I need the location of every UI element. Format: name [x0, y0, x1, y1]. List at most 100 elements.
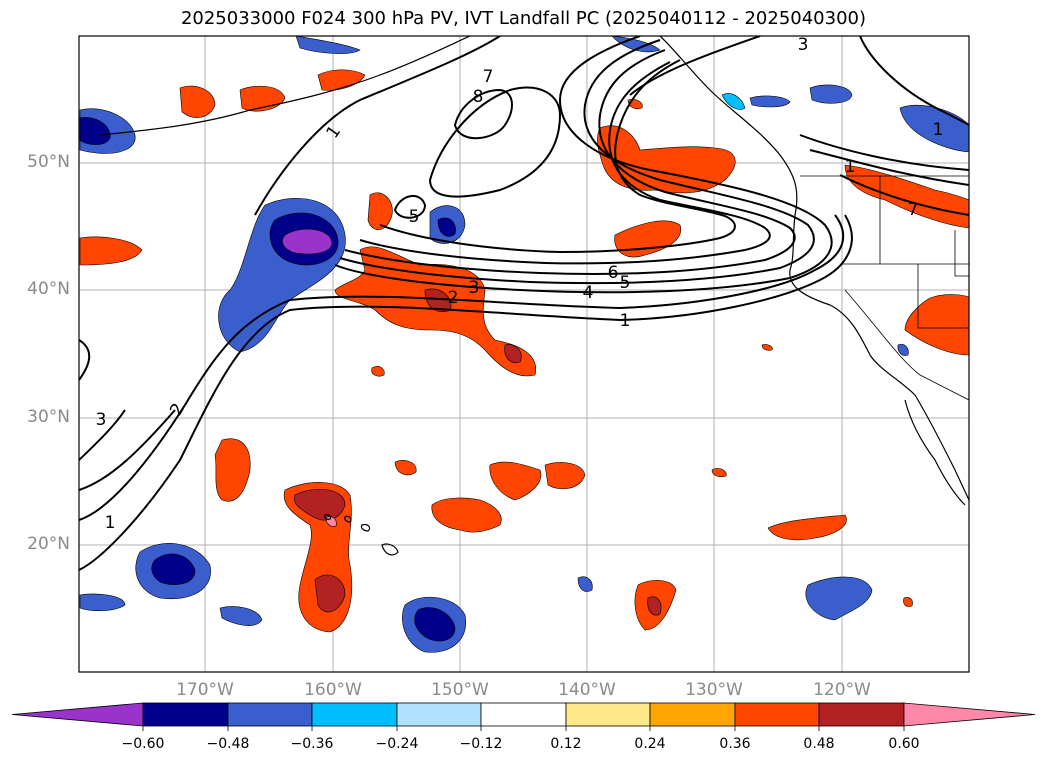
colorbar-tick-label: 0.60: [888, 736, 920, 752]
pv-blob: [577, 576, 593, 592]
colorbar-segment: [227, 702, 313, 727]
colorbar-segment: [311, 702, 398, 727]
lat-label: 20°N: [27, 534, 70, 554]
colorbar: [11, 702, 1036, 731]
lat-label: 40°N: [27, 279, 70, 299]
contour-line: [428, 86, 562, 198]
pv-blob: [805, 576, 873, 621]
contour-line: [79, 409, 126, 461]
contour-line: [859, 36, 969, 126]
coastline: [659, 36, 969, 501]
pv-blob: [767, 514, 847, 541]
colorbar-segment: [396, 702, 482, 727]
contour-label: 1: [105, 513, 116, 533]
contour-line: [809, 149, 969, 186]
pv-blob: [489, 461, 542, 501]
contour-label: 6: [608, 263, 619, 283]
lon-label: 120°W: [813, 680, 871, 700]
pv-blob: [219, 606, 263, 626]
contour-line: [359, 61, 771, 265]
pv-blob: [844, 164, 969, 229]
pv-blob: [761, 344, 773, 351]
coastline: [99, 36, 471, 136]
contour-label: 5: [409, 207, 420, 227]
contour-line: [254, 36, 501, 216]
pv-blob: [179, 85, 216, 118]
lat-label: 50°N: [27, 152, 70, 172]
pv-blob: [647, 596, 662, 616]
hawaii-island: [324, 514, 332, 520]
contour-label: 1: [323, 122, 346, 142]
contour-label: 5: [620, 273, 631, 293]
contour-label: 3: [798, 35, 809, 55]
pv-blob: [749, 95, 791, 108]
pv-blob: [151, 553, 196, 585]
colorbar-tick-label: −0.48: [206, 736, 250, 752]
pv-blob: [295, 36, 361, 54]
contour-line: [799, 134, 969, 171]
coastline: [904, 399, 966, 506]
contour-line: [339, 39, 815, 285]
lon-label: 140°W: [558, 680, 616, 700]
contour-label: 7: [483, 67, 494, 87]
lon-label: 160°W: [304, 680, 362, 700]
contour-label: 1: [845, 157, 856, 177]
colorbar-tick-label: 0.24: [634, 736, 666, 752]
positive-pv-anomalies: [79, 69, 969, 633]
pv-blob: [214, 438, 251, 502]
contour-label: 3: [469, 278, 480, 298]
contour-line: [79, 214, 853, 571]
colorbar-segment: [818, 702, 905, 727]
page-title: 2025033000 F024 300 hPa PV, IVT Landfall…: [180, 8, 867, 29]
pv-blob: [504, 344, 522, 363]
lon-label: 150°W: [431, 680, 489, 700]
pv-blob: [711, 468, 727, 478]
pv-blob: [544, 462, 586, 490]
pv-blob: [394, 460, 417, 476]
contour-line: [79, 214, 845, 521]
colorbar-segment: [649, 702, 736, 727]
border-line: [844, 289, 969, 401]
colorbar-segment: [480, 702, 567, 727]
lon-label: 130°W: [685, 680, 743, 700]
pv-blob: [79, 593, 126, 611]
pv-blob: [414, 607, 456, 642]
pv-blob: [371, 366, 385, 377]
ivt-contours: [79, 36, 969, 571]
pv-blob: [431, 497, 502, 533]
pv-blob: [282, 228, 333, 255]
border-line: [917, 264, 969, 329]
pv-blob: [904, 294, 969, 356]
coastlines: [99, 36, 969, 556]
lat-label: 30°N: [27, 407, 70, 427]
contour-label: 3: [96, 410, 107, 430]
border-line: [954, 230, 969, 277]
contour-label: 1: [620, 311, 631, 331]
colorbar-segment: [734, 702, 820, 727]
hawaii-island: [381, 543, 399, 556]
contour-line: [79, 409, 176, 491]
hawaii-island: [360, 523, 371, 532]
pv-blob: [809, 84, 853, 104]
colorbar-tick-label: −0.12: [459, 736, 503, 752]
contour-label: 8: [473, 87, 484, 107]
pv-blob: [437, 217, 456, 237]
contour-line: [79, 339, 91, 381]
lon-label: 170°W: [176, 680, 234, 700]
colorbar-tick-label: −0.24: [375, 736, 419, 752]
contour-label: 4: [583, 283, 594, 303]
pv-blob: [611, 36, 661, 53]
contour-line: [453, 88, 513, 140]
negative-pv-anomalies: [79, 36, 969, 653]
colorbar-tick-label: 0.48: [803, 736, 835, 752]
map-gridlines: [79, 36, 969, 672]
colorbar-extend-max: [903, 702, 1036, 727]
pv-blob: [314, 574, 346, 613]
map-frame: [78, 35, 970, 673]
pv-blob: [614, 220, 682, 258]
colorbar-tick-label: 0.36: [719, 736, 751, 752]
colorbar-tick-label: −0.36: [290, 736, 334, 752]
pv-blob: [903, 597, 913, 607]
contour-label: 1: [933, 120, 944, 140]
